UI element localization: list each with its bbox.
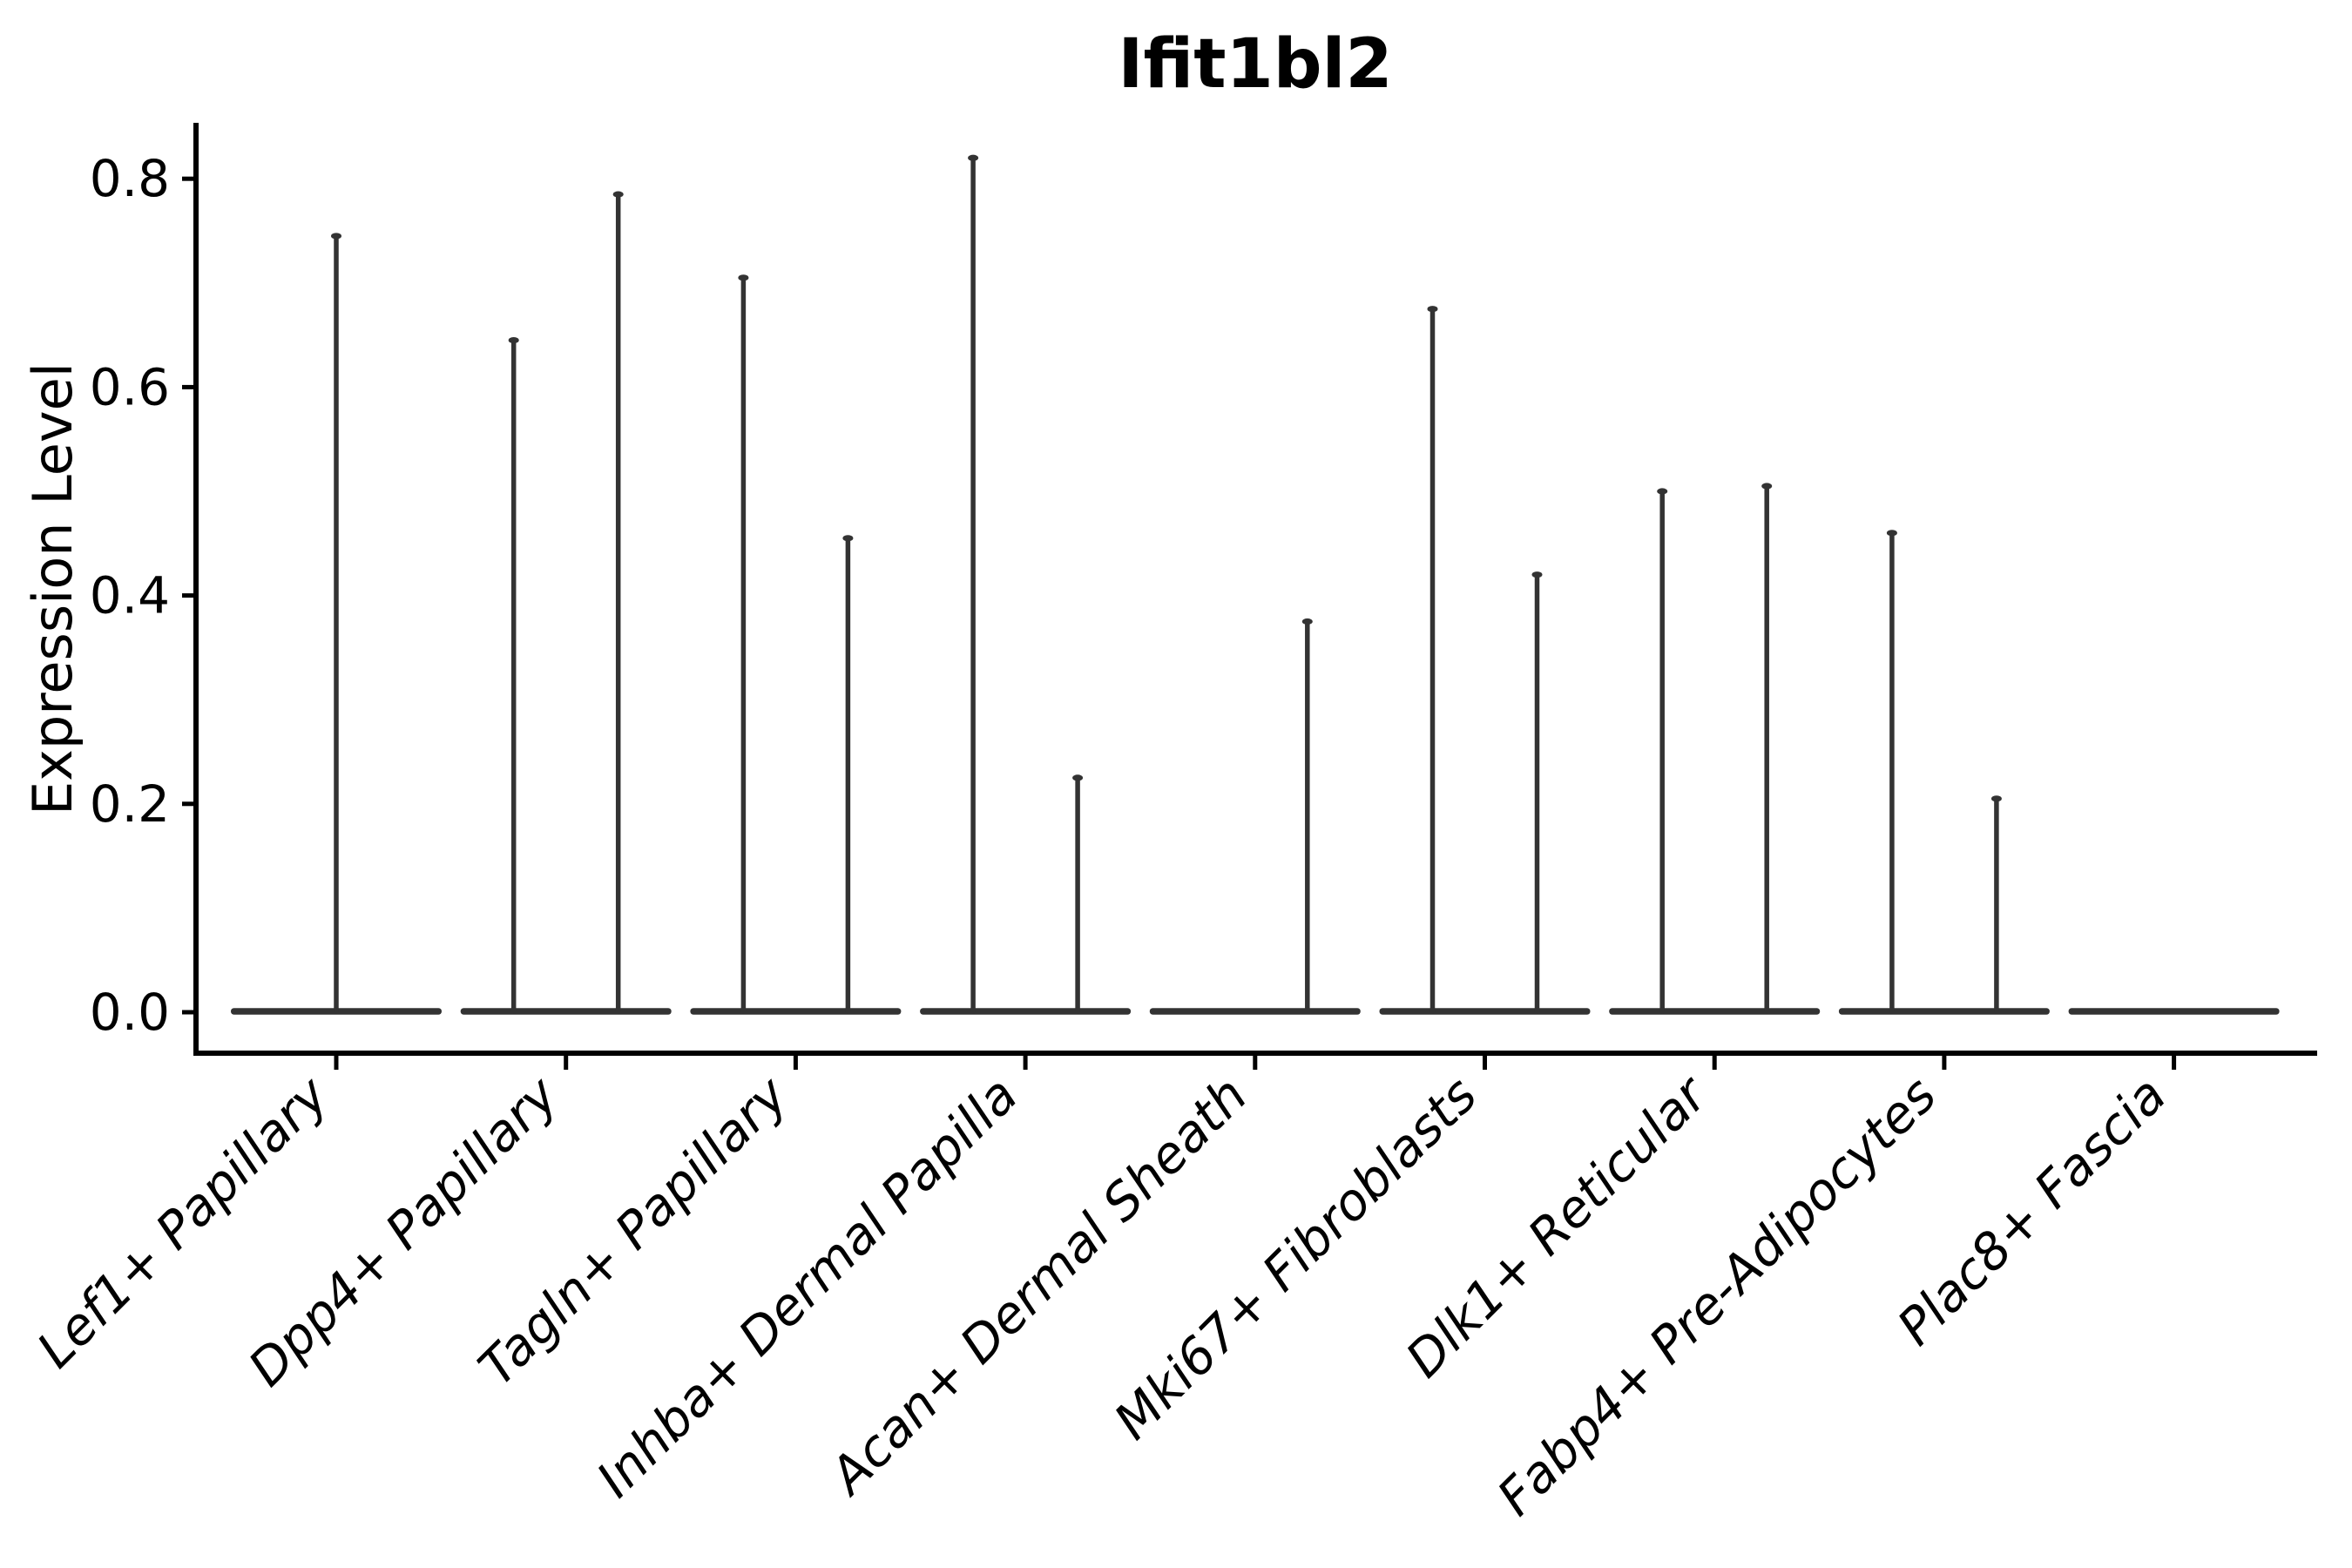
violin-inhba-dermal-papilla: [920, 154, 1132, 1015]
violin-spike-tip: [508, 336, 519, 344]
violin-base: [1609, 1008, 1821, 1015]
violin-spike-tip: [1072, 774, 1084, 781]
y-tick-label: 0.8: [90, 149, 170, 208]
violin-spike-tip: [1990, 795, 2002, 802]
violin-base: [1149, 1008, 1361, 1015]
violin-mki67-fibroblasts: [1379, 306, 1591, 1015]
x-tick-label: Acan+ Dermal Sheath: [816, 1065, 1259, 1508]
y-axis-label: Expression Level: [21, 362, 84, 815]
plot-title: Ifit1bl2: [1118, 25, 1392, 104]
violin-dlk1-reticular: [1609, 483, 1821, 1015]
violin-fabp4-pre-adipocytes: [1838, 530, 2050, 1015]
violin-spike-tip: [1886, 530, 1897, 537]
violin-base: [1838, 1008, 2050, 1015]
violin-spike-tip: [738, 274, 749, 281]
y-axis-ticks: 0.0 0.2 0.4 0.6 0.8: [90, 149, 196, 1042]
y-tick-label: 0.0: [90, 983, 170, 1042]
violin-spike-tip: [1657, 488, 1668, 495]
violin-tagln-papillary: [690, 274, 902, 1015]
violin-spike-tip: [842, 535, 854, 542]
violin-plac8-fascia: [2068, 1008, 2280, 1015]
y-tick-label: 0.2: [90, 774, 170, 834]
violin-spike-tip: [331, 233, 341, 240]
violin-base: [690, 1008, 902, 1015]
y-tick-label: 0.4: [90, 566, 170, 625]
violin-spike-tip: [612, 191, 624, 198]
violin-base: [460, 1008, 672, 1015]
y-tick-label: 0.6: [90, 357, 170, 416]
violin-base: [2068, 1008, 2280, 1015]
violin-spike-tip: [1427, 306, 1438, 313]
violin-spike-tip: [1301, 618, 1313, 625]
violin-spike-tip: [968, 154, 979, 161]
x-tick-label: Inhba+ Dermal Papilla: [585, 1065, 1029, 1509]
violin-base: [920, 1008, 1132, 1015]
violin-spike-tip: [1761, 483, 1773, 490]
violin-base: [1379, 1008, 1591, 1015]
violin-spike-tip: [1531, 571, 1543, 578]
violin-acan-dermal-sheath: [1149, 618, 1361, 1015]
violins-group: [231, 154, 2280, 1015]
x-tick-label: Fabp4+ Pre-Adipocytes: [1486, 1065, 1948, 1527]
violin-dpp4-papillary: [460, 191, 672, 1015]
violin-lef1-papillary: [231, 233, 442, 1015]
